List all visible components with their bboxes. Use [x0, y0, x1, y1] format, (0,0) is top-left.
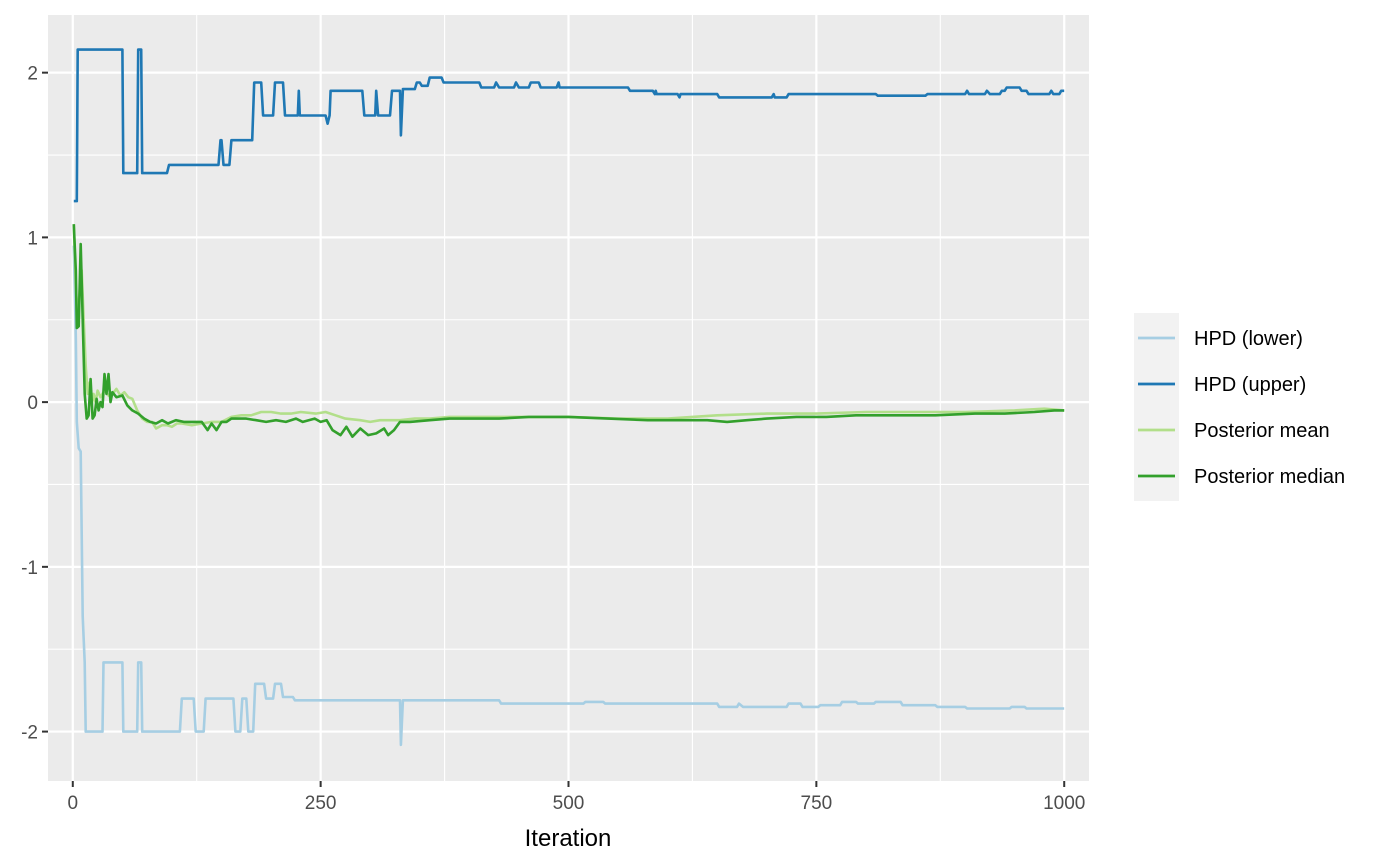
x-tick-label: 1000 — [1043, 793, 1085, 814]
legend-label: HPD (upper) — [1194, 374, 1306, 396]
legend-item: HPD (lower) — [1138, 328, 1303, 350]
series-line-hpd-lower — [72, 245, 1065, 747]
y-tick-label: 1 — [27, 228, 38, 249]
x-axis: 0 250 500 750 1000 — [67, 781, 1085, 814]
series-line-posterior-median — [72, 224, 1065, 438]
y-axis: 2 1 0 -1 -2 — [21, 64, 48, 744]
y-tick-label: 2 — [27, 64, 38, 85]
grid-major — [48, 15, 1089, 781]
y-tick-label: 0 — [27, 393, 38, 414]
legend-label: Posterior median — [1194, 466, 1345, 488]
x-tick-label: 500 — [553, 793, 585, 814]
y-tick-label: -1 — [21, 558, 38, 579]
y-tick-label: -2 — [21, 723, 38, 744]
legend-label: HPD (lower) — [1194, 328, 1303, 350]
x-tick-label: 0 — [67, 793, 78, 814]
legend-label: Posterior mean — [1194, 420, 1330, 442]
legend-item: Posterior median — [1138, 466, 1345, 488]
legend-item: Posterior mean — [1138, 420, 1330, 442]
x-axis-title: Iteration — [525, 825, 612, 852]
legend: HPD (lower) HPD (upper) Posterior mean Post… — [1134, 313, 1345, 501]
legend-item: HPD (upper) — [1138, 374, 1306, 396]
series-line-hpd-upper — [73, 48, 1065, 203]
x-tick-label: 750 — [801, 793, 833, 814]
legend-key-background — [1134, 313, 1179, 501]
x-tick-label: 250 — [305, 793, 337, 814]
series-layer — [72, 48, 1065, 747]
